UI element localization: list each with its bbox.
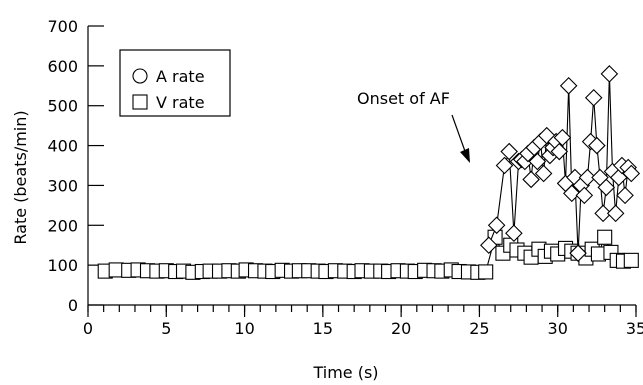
x-tick-label: 20 bbox=[391, 319, 411, 338]
y-tick-label: 400 bbox=[47, 137, 78, 156]
annotation-arrow-head bbox=[460, 148, 470, 163]
data-point bbox=[550, 142, 569, 161]
data-point bbox=[480, 236, 498, 254]
legend-label: V rate bbox=[156, 93, 205, 112]
annotation-label: Onset of AF bbox=[357, 89, 450, 108]
legend-label: A rate bbox=[156, 67, 205, 86]
x-tick-label: 25 bbox=[469, 319, 489, 338]
series bbox=[480, 65, 641, 262]
annotation-arrow-line bbox=[451, 114, 467, 155]
data-point bbox=[108, 262, 124, 278]
data-point bbox=[500, 142, 518, 161]
data-point bbox=[132, 94, 148, 110]
legend: A rate V rate bbox=[119, 49, 231, 117]
x-tick-label: 5 bbox=[161, 319, 171, 338]
data-point bbox=[553, 128, 572, 147]
data-point bbox=[569, 244, 587, 262]
data-point bbox=[623, 252, 639, 268]
x-tick-label: 0 bbox=[83, 319, 93, 338]
data-point bbox=[495, 156, 514, 175]
data-point bbox=[584, 88, 603, 107]
x-axis-title: Time (s) bbox=[312, 363, 378, 382]
y-tick-label: 100 bbox=[47, 256, 78, 275]
series bbox=[97, 229, 639, 280]
y-tick-label: 0 bbox=[68, 296, 78, 315]
annotation: Onset of AF bbox=[357, 89, 470, 163]
data-point bbox=[606, 204, 625, 223]
data-point bbox=[622, 164, 641, 183]
y-tick-label: 700 bbox=[47, 17, 78, 36]
data-point bbox=[522, 170, 540, 189]
y-tick-label: 500 bbox=[47, 97, 78, 116]
data-point bbox=[597, 178, 616, 197]
y-axis-title: Rate (beats/min) bbox=[11, 110, 30, 244]
data-point bbox=[563, 184, 581, 203]
data-point bbox=[594, 204, 612, 223]
data-point bbox=[600, 65, 619, 83]
data-point bbox=[575, 186, 594, 205]
axes: 0 100 200 300 400 500 600 700 0 5 10 15 20 25 30 35 Time… bbox=[11, 17, 643, 382]
x-tick-label: 15 bbox=[313, 319, 333, 338]
data-point bbox=[528, 152, 547, 171]
y-tick-label: 200 bbox=[47, 216, 78, 235]
data-point bbox=[478, 264, 494, 280]
data-point bbox=[505, 224, 523, 243]
data-point bbox=[487, 216, 506, 235]
data-point bbox=[590, 246, 606, 262]
x-tick-label: 10 bbox=[234, 319, 254, 338]
data-point bbox=[588, 136, 606, 155]
x-tick-label: 35 bbox=[626, 319, 643, 338]
data-point bbox=[616, 186, 634, 205]
data-point bbox=[597, 229, 613, 245]
data-point bbox=[534, 164, 553, 183]
y-tick-label: 600 bbox=[47, 57, 78, 76]
x-tick-label: 30 bbox=[548, 319, 568, 338]
series-layer bbox=[97, 65, 641, 280]
data-point bbox=[559, 77, 578, 95]
data-point bbox=[578, 168, 597, 187]
y-tick-label: 300 bbox=[47, 176, 78, 195]
data-point bbox=[132, 68, 148, 84]
